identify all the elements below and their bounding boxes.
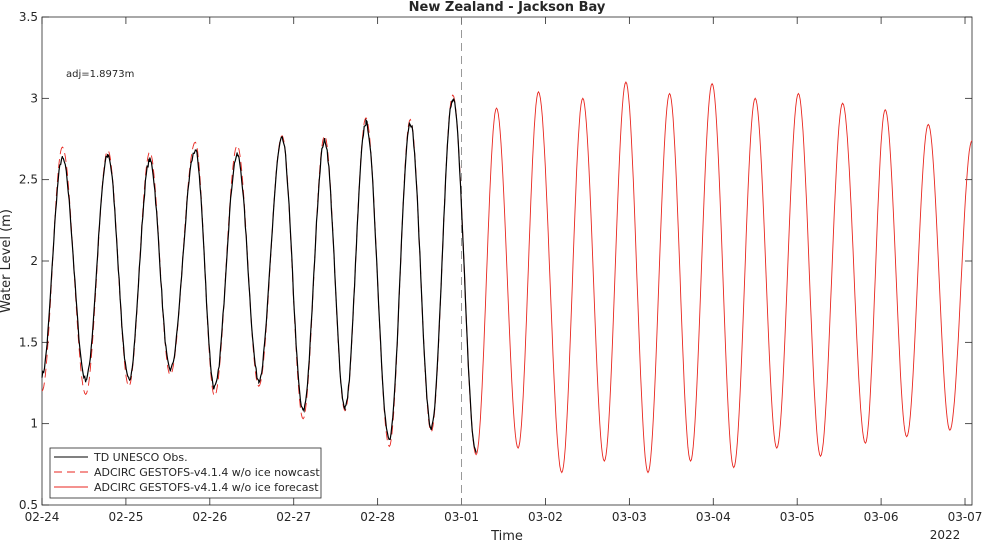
x-tick-label: 02-28 — [360, 510, 395, 524]
x-tick-label: 02-27 — [276, 510, 311, 524]
x-axis-year-label: 2022 — [930, 528, 961, 541]
x-tick-label: 03-05 — [780, 510, 815, 524]
adjustment-annotation: adj=1.8973m — [66, 69, 134, 80]
x-tick-label: 03-02 — [528, 510, 563, 524]
legend-box — [49, 447, 322, 499]
x-axis: 02-24 02-25 02-26 02-27 02-28 03-01 03-02 03-03… — [25, 17, 982, 524]
x-tick-label: 03-03 — [612, 510, 647, 524]
x-tick-label: 03-04 — [696, 510, 731, 524]
y-tick-label: 2 — [30, 254, 38, 268]
legend-label-forecast: ADCIRC GESTOFS-v4.1.4 w/o ice forecast — [94, 481, 319, 494]
legend: TD UNESCO Obs. ADCIRC GESTOFS-v4.1.4 w/o… — [49, 447, 322, 499]
series-layer — [41, 81, 973, 474]
x-tick-label: 03-07 — [948, 510, 982, 524]
x-tick-label: 02-25 — [108, 510, 143, 524]
legend-label-nowcast: ADCIRC GESTOFS-v4.1.4 w/o ice nowcast — [94, 466, 320, 479]
y-tick-label: 1.5 — [19, 335, 38, 349]
series-forecast-line — [461, 81, 973, 474]
y-tick-label: 2.5 — [19, 173, 38, 187]
y-tick-label: 3.5 — [19, 10, 38, 24]
x-axis-label: Time — [490, 529, 523, 541]
x-tick-label: 03-06 — [864, 510, 899, 524]
y-axis-label: Water Level (m) — [0, 209, 14, 313]
y-tick-label: 3 — [30, 91, 38, 105]
series-observed-line — [41, 97, 477, 453]
x-tick-label: 02-26 — [192, 510, 227, 524]
chart-title: New Zealand - Jackson Bay — [409, 0, 606, 15]
y-axis: 0.5 1 1.5 2 2.5 3 3.5 — [19, 10, 972, 512]
x-tick-label: 02-24 — [25, 510, 60, 524]
legend-label-observed: TD UNESCO Obs. — [93, 451, 188, 464]
x-tick-label: 03-01 — [444, 510, 479, 524]
y-tick-label: 1 — [30, 417, 38, 431]
y-tick-label: 0.5 — [19, 498, 38, 512]
